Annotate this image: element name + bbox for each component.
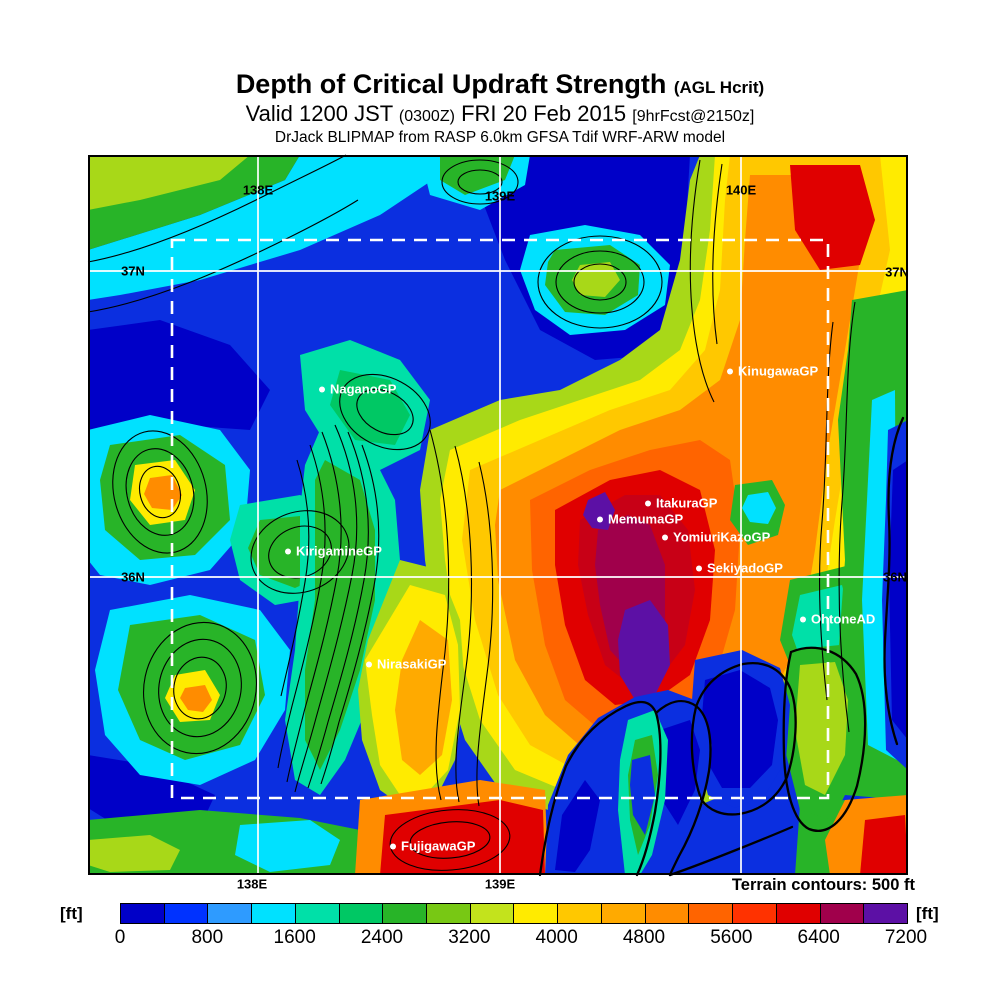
- colorbar-tick-7200: 7200: [884, 927, 928, 948]
- valid-time: Valid 1200 JST: [245, 101, 393, 126]
- colorbar-tick-1600: 1600: [273, 927, 316, 948]
- colorbar-tick-0: 0: [114, 927, 126, 948]
- colorbar-segment-4800-5200: [645, 904, 690, 923]
- colorbar-segment-400-800: [164, 904, 209, 923]
- colorbar-segment-2800-3200: [427, 904, 471, 923]
- colorbar: [120, 903, 908, 924]
- forecast-run-tag: [9hrFcst@2150z]: [632, 108, 755, 125]
- colorbar-segment-6000-6400: [776, 904, 821, 923]
- terrain-contours-note: Terrain contours: 500 ft: [731, 876, 915, 894]
- colorbar-segment-3600-4000: [514, 904, 559, 923]
- latlon-gridlines: [88, 155, 908, 875]
- forecast-domain-box: [170, 238, 830, 800]
- map-border: [88, 155, 908, 875]
- colorbar-tick-4800: 4800: [622, 927, 666, 948]
- colorbar-segment-0-400: [121, 904, 165, 923]
- terrain-contour-lines: [87, 154, 856, 871]
- colorbar-segment-6800-7200: [864, 904, 907, 923]
- colorbar-tick-4000: 4000: [535, 927, 578, 948]
- colorbar-segment-800-1200: [208, 904, 253, 923]
- coastline: [538, 416, 905, 877]
- valid-date: FRI 20 Feb 2015: [461, 101, 627, 126]
- title-suffix: (AGL Hcrit): [673, 78, 765, 97]
- colorbar-tick-labels: 0 800 1600 2400 3200 4000 4800 5600 6400 7200: [115, 927, 927, 951]
- colorbar-segment-1200-1600: [252, 904, 296, 923]
- updraft-depth-fill-layer: [88, 155, 908, 875]
- page-title: Depth of Critical Updraft Strength (AGL …: [0, 70, 1000, 102]
- valid-time-utc: (0300Z): [398, 108, 455, 125]
- colorbar-unit-left: [ft]: [60, 904, 83, 923]
- colorbar-tick-5600: 5600: [710, 927, 753, 948]
- model-line: DrJack BLIPMAP from RASP 6.0km GFSA Tdif…: [274, 129, 726, 146]
- colorbar-tick-3200: 3200: [448, 927, 491, 948]
- colorbar-tick-800: 800: [191, 927, 224, 948]
- valid-time-line: Valid 1200 JST (0300Z) FRI 20 Feb 2015 […: [0, 102, 1000, 129]
- colorbar-tick-2400: 2400: [360, 927, 404, 948]
- colorbar-segment-3200-3600: [470, 904, 515, 923]
- colorbar-segment-2000-2400: [339, 904, 384, 923]
- colorbar-segment-5600-6000: [733, 904, 777, 923]
- colorbar-segment-4400-4800: [601, 904, 646, 923]
- title-block: Depth of Critical Updraft Strength (AGL …: [0, 70, 1000, 147]
- colorbar-segment-1600-2000: [295, 904, 340, 923]
- colorbar-segment-2400-2800: [383, 904, 428, 923]
- title-main: Depth of Critical Updraft Strength: [235, 69, 667, 99]
- colorbar-tick-6400: 6400: [797, 927, 840, 948]
- colorbar-unit-right: [ft]: [916, 904, 939, 923]
- colorbar-segment-6400-6800: [820, 904, 865, 923]
- colorbar-segment-5200-5600: [689, 904, 734, 923]
- colorbar-segment-4000-4400: [558, 904, 602, 923]
